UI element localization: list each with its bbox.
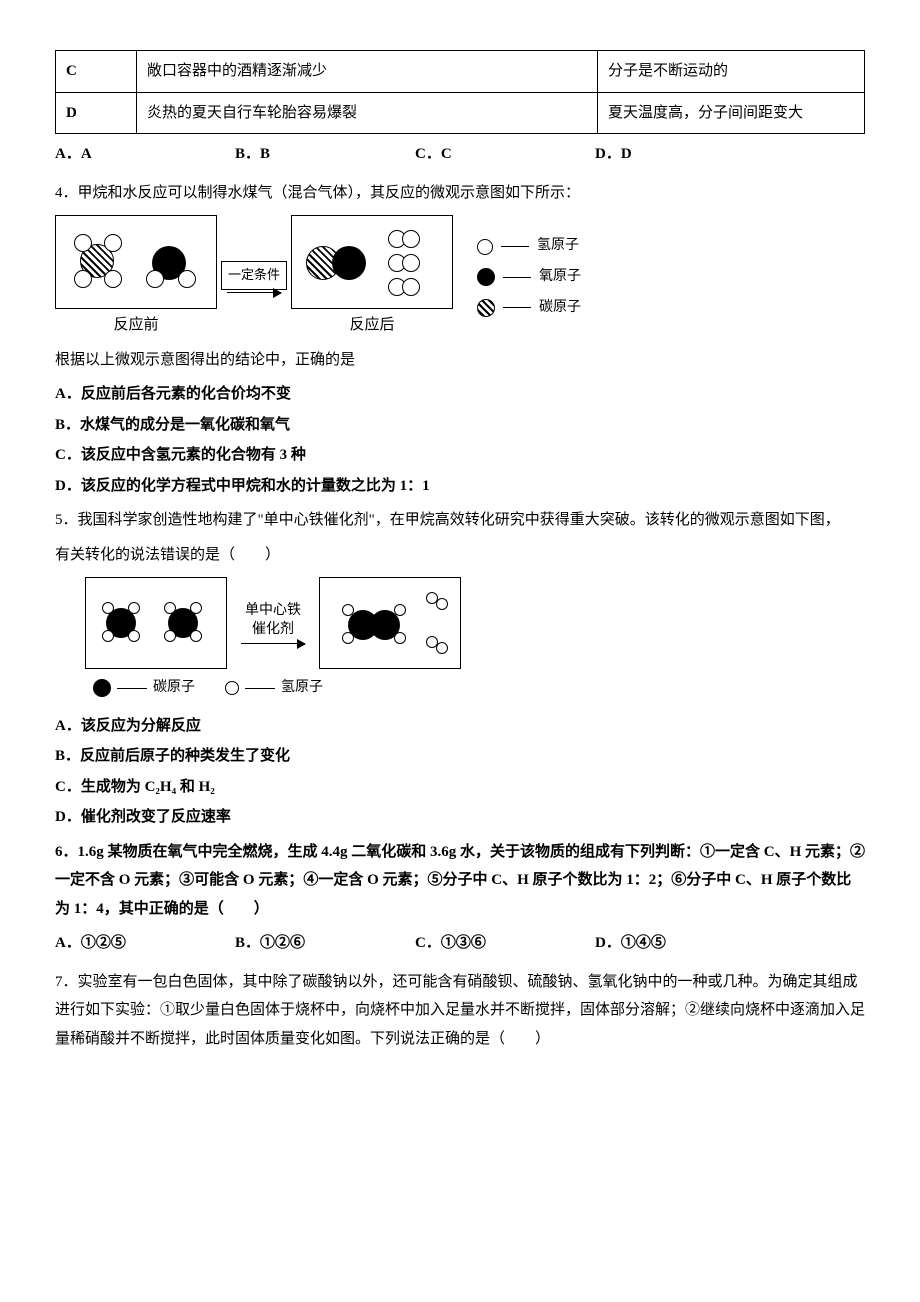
q4-opt-d: D．该反应的化学方程式中甲烷和水的计量数之比为 1：1 (55, 472, 865, 501)
q4-legend: 氢原子 氧原子 碳原子 (477, 229, 581, 325)
phenomenon-table: C 敞口容器中的酒精逐渐减少 分子是不断运动的 D 炎热的夏天自行车轮胎容易爆裂… (55, 50, 865, 134)
row-d-phenomenon: 炎热的夏天自行车轮胎容易爆裂 (137, 92, 598, 134)
table-row: C 敞口容器中的酒精逐渐减少 分子是不断运动的 (56, 51, 865, 93)
legend-o: 氧原子 (539, 264, 581, 291)
row-d-explanation: 夏天温度高，分子间间距变大 (598, 92, 865, 134)
q4-stem: 4．甲烷和水反应可以制得水煤气（混合气体），其反应的微观示意图如下所示： (55, 179, 865, 208)
q4-arrow: 一定条件 (221, 261, 287, 293)
carbon-atom-icon (93, 679, 111, 697)
q7-stem: 7．实验室有一包白色固体，其中除了碳酸钠以外，还可能含有硝酸钡、硫酸钠、氢氧化钠… (55, 968, 865, 1054)
q5-opt-a: A．该反应为分解反应 (55, 712, 865, 741)
q4-opt-b: B．水煤气的成分是一氧化碳和氧气 (55, 411, 865, 440)
q5-stem-b: 有关转化的说法错误的是（ ） (55, 541, 865, 570)
q5-legend: 碳原子 氢原子 (93, 675, 865, 702)
q5-opt-c: C．生成物为 C₂H₄ 和 H₂ (55, 773, 865, 802)
q4-figure: 反应前 一定条件 反应后 氢原子 氧原子 碳原子 (55, 215, 865, 340)
table-options: A．A B．B C．C D．D (55, 140, 865, 169)
q4-after-panel (291, 215, 453, 309)
q5-arrow-label-2: 催化剂 (245, 621, 301, 639)
legend-c: 碳原子 (539, 295, 581, 322)
q4-opt-c: C．该反应中含氢元素的化合物有 3 种 (55, 441, 865, 470)
q5-stem-a: 5．我国科学家创造性地构建了"单中心铁催化剂"，在甲烷高效转化研究中获得重大突破… (55, 506, 865, 535)
table-row: D 炎热的夏天自行车轮胎容易爆裂 夏天温度高，分子间间距变大 (56, 92, 865, 134)
option-a: A．A (55, 140, 235, 169)
q5-legend-h: 氢原子 (281, 675, 323, 702)
q4-opt-a: A．反应前后各元素的化合价均不变 (55, 380, 865, 409)
hydrogen-atom-icon (477, 239, 493, 255)
q5-opt-d: D．催化剂改变了反应速率 (55, 803, 865, 832)
q4-arrow-label: 一定条件 (221, 261, 287, 290)
q5-before-panel (85, 577, 227, 669)
option-b: B．B (235, 140, 415, 169)
carbon-atom-icon (477, 299, 495, 317)
q6-stem: 6．1.6g 某物质在氧气中完全燃烧，生成 4.4g 二氧化碳和 3.6g 水，… (55, 838, 865, 924)
q6-opt-d: D．①④⑤ (595, 929, 775, 958)
q5-after-panel (319, 577, 461, 669)
q4-sub: 根据以上微观示意图得出的结论中，正确的是 (55, 346, 865, 375)
q5-arrow: 单中心铁 催化剂 (241, 602, 305, 643)
q5-opt-b: B．反应前后原子的种类发生了变化 (55, 742, 865, 771)
row-c-label: C (56, 51, 137, 93)
q4-before-caption: 反应前 (55, 311, 217, 340)
q4-after-caption: 反应后 (291, 311, 453, 340)
row-c-explanation: 分子是不断运动的 (598, 51, 865, 93)
q5-arrow-label-1: 单中心铁 (245, 602, 301, 620)
hydrogen-atom-icon (225, 681, 239, 695)
q6-opt-a: A．①②⑤ (55, 929, 235, 958)
option-c: C．C (415, 140, 595, 169)
q5-figure: 单中心铁 催化剂 (85, 577, 865, 669)
oxygen-atom-icon (477, 268, 495, 286)
option-d: D．D (595, 140, 775, 169)
q6-opt-c: C．①③⑥ (415, 929, 595, 958)
q6-options: A．①②⑤ B．①②⑥ C．①③⑥ D．①④⑤ (55, 929, 865, 958)
q5-legend-c: 碳原子 (153, 675, 195, 702)
legend-h: 氢原子 (537, 233, 579, 260)
row-d-label: D (56, 92, 137, 134)
q4-before-panel (55, 215, 217, 309)
row-c-phenomenon: 敞口容器中的酒精逐渐减少 (137, 51, 598, 93)
q6-opt-b: B．①②⑥ (235, 929, 415, 958)
